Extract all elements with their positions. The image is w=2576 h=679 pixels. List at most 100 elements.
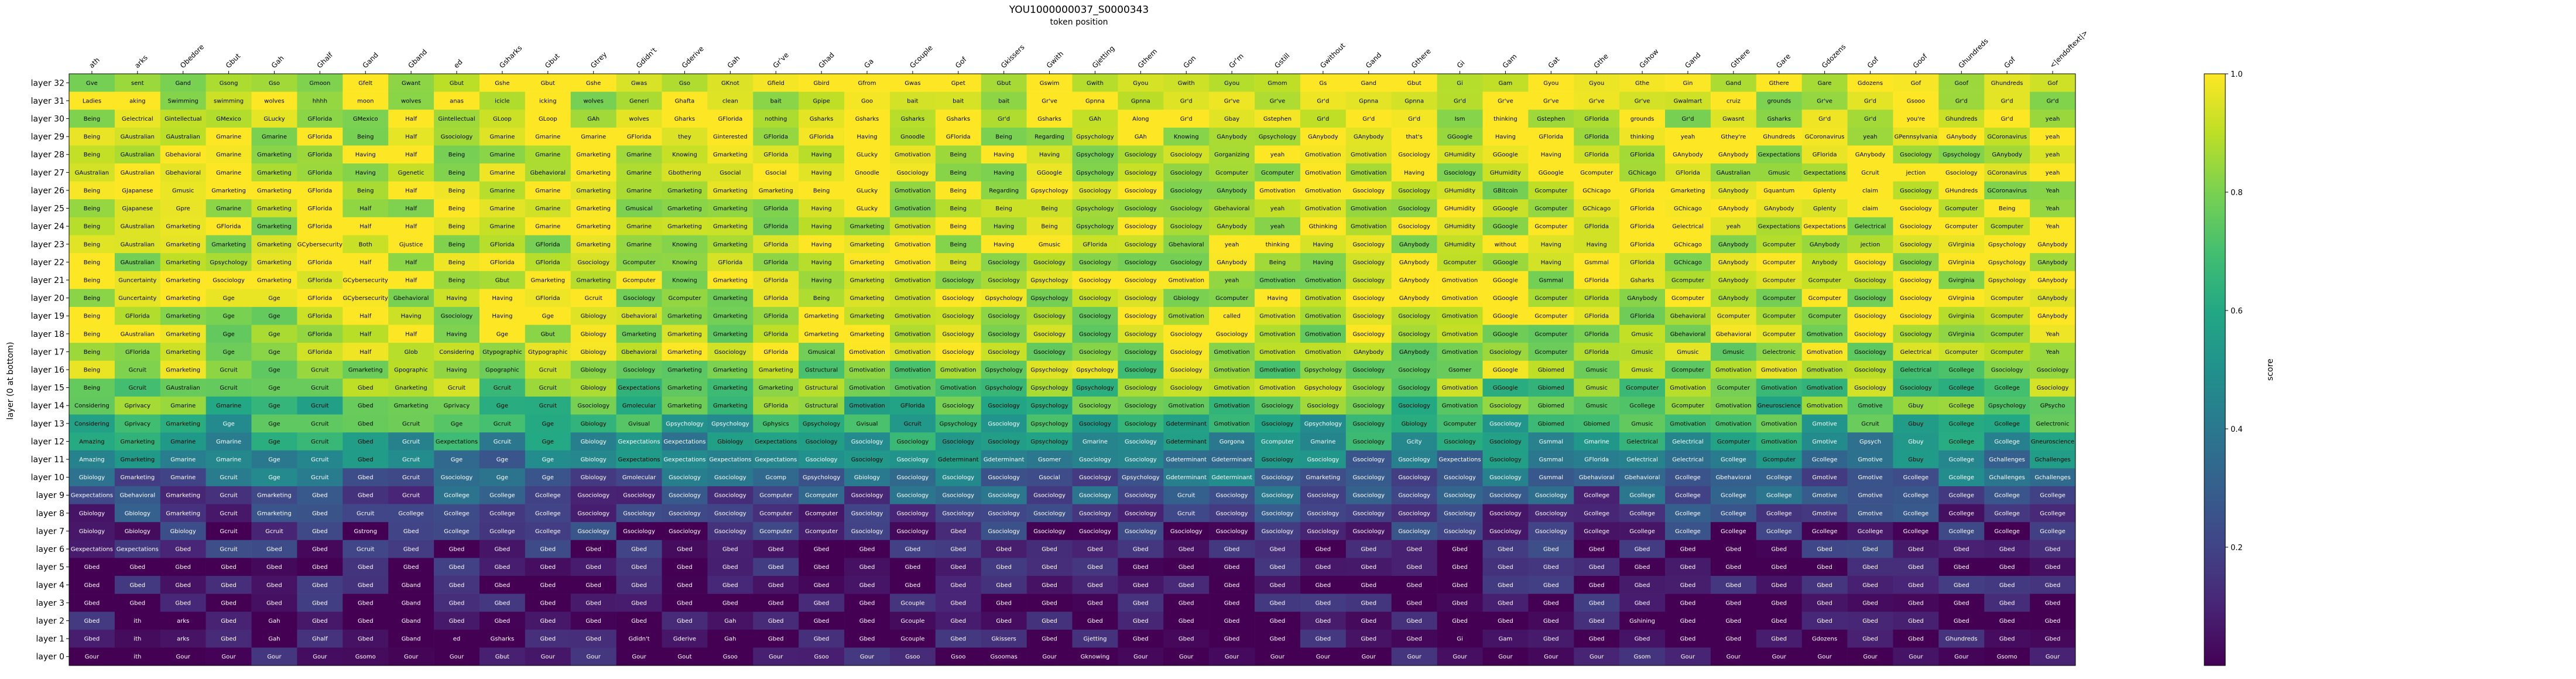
cell-label: GFlorida (763, 224, 788, 230)
cell-label: Gbed (1042, 582, 1057, 589)
cell-label: Gin (1683, 80, 1693, 87)
cell-label: Gr'd (2001, 116, 2013, 122)
cell-label: Gour (313, 654, 327, 660)
cell-label: Gexpectations (117, 547, 159, 553)
cell-label: Gcollege (1721, 510, 1746, 517)
cell-label: Gbed (1771, 600, 1787, 606)
heatmap-cell (160, 163, 206, 182)
cell-label: Gmarketing (257, 152, 292, 158)
cell-label: Gbed (312, 528, 328, 535)
cell-label: Gcomputer (1626, 385, 1659, 391)
y-tick-label: layer 5 (36, 563, 64, 572)
cell-label: Gsomo (355, 654, 376, 660)
cell-label: Gsociology (1125, 277, 1157, 284)
cell-label: GFlorida (763, 331, 788, 337)
cell-label: Gmarketing (1671, 187, 1705, 194)
cell-label: Gbed (1954, 582, 1969, 589)
cell-label: Gbehavioral (165, 152, 201, 158)
cell-label: Gge (268, 457, 280, 463)
cell-label: Gmotivation (895, 331, 931, 337)
cell-label: Gbiology (581, 385, 607, 391)
cell-label: GChicago (1582, 187, 1611, 194)
cell-label: GFlorida (307, 134, 332, 141)
heatmap-cell (799, 181, 845, 200)
cell-label: Gpsychology (1030, 385, 1068, 391)
heatmap-cell (434, 289, 480, 308)
cell-label: Gmotivation (1761, 439, 1797, 445)
cell-label: Gbed (768, 636, 784, 643)
cell-label: GAnybody (1855, 152, 1886, 158)
heatmap-cell (1938, 271, 1985, 289)
cell-label: Gmarine (626, 170, 652, 176)
heatmap-cell (616, 181, 662, 200)
cell-label: Gelectrical (1626, 439, 1658, 445)
heatmap-cell (1163, 289, 1210, 308)
heatmap-cell (1619, 199, 1666, 218)
cell-label: Gbed (1726, 636, 1742, 643)
cell-label: Gdeterminant (984, 457, 1025, 463)
heatmap-cell (1026, 199, 1073, 218)
cell-label: Gbed (1452, 547, 1468, 553)
cell-label: Gbed (221, 600, 237, 606)
cell-label: Gsociology (1352, 475, 1385, 481)
cell-label: Gge (222, 349, 234, 356)
cell-label: Gsociology (1489, 528, 1522, 535)
cell-label: Being (448, 260, 465, 266)
heatmap-cell (1984, 74, 2030, 92)
cell-label: Gbed (859, 564, 875, 571)
cell-label: Gbed (1817, 600, 1832, 606)
cell-label: Gbed (814, 582, 830, 589)
cell-label: GVirginia (1948, 331, 1975, 337)
cell-label: Gbiomed (1538, 367, 1564, 374)
cell-label: Being (84, 313, 100, 320)
cell-label: Gbed (1042, 547, 1057, 553)
cell-label: Gbed (722, 564, 738, 571)
cell-label: Gexpectations (1438, 457, 1481, 463)
heatmap-cell (434, 74, 480, 92)
heatmap-cells: Gve sent Gand Gsong Gso Gmoon Gfelt Gwant Gbut Gs… (68, 73, 2076, 666)
cell-label: Gcollege (1629, 528, 1655, 535)
cell-label: Being (950, 241, 967, 248)
cell-label: Gbiology (1402, 421, 1427, 427)
cell-label: Gband (402, 600, 421, 606)
heatmap-cell (434, 306, 480, 325)
heatmap-cell (616, 253, 662, 271)
cell-label: GChicago (1582, 206, 1611, 212)
heatmap-cell (205, 289, 252, 308)
cell-label: Gr'd (1864, 98, 1876, 104)
heatmap-cell (1756, 127, 1802, 146)
heatmap-cell (1163, 145, 1210, 164)
heatmap-cell (1801, 271, 1848, 289)
cell-label: Gbiology (581, 367, 607, 374)
y-tick-label: layer 21 (31, 276, 64, 285)
cell-label: GFlorida (763, 241, 788, 248)
cell-label: GAnybody (2037, 277, 2068, 284)
heatmap-cell (1209, 235, 1255, 254)
heatmap-cell (1118, 163, 1164, 182)
cell-label: Gge (496, 403, 508, 410)
cell-label: Gmarketing (667, 403, 702, 410)
heatmap-cell (525, 91, 571, 110)
cell-label: Having (857, 134, 877, 141)
cell-label: Gi (1457, 80, 1463, 87)
cell-label: Gbed (358, 457, 374, 463)
cell-label: Gsociology (1216, 331, 1248, 337)
cell-label: Gr've (1543, 98, 1559, 104)
heatmap-cell (297, 289, 343, 308)
cell-label: Gexpectations (71, 547, 113, 553)
cell-label: Along (1132, 116, 1149, 122)
cell-label: GFlorida (1584, 349, 1609, 356)
cell-label: Half (405, 224, 417, 230)
cell-label: Gmotivation (1670, 385, 1706, 391)
heatmap-cell (160, 235, 206, 254)
heatmap-cell (1984, 199, 2030, 218)
cell-label: Gmarine (489, 134, 515, 141)
cell-label: Gsociology (1854, 349, 1886, 356)
heatmap-cell (570, 253, 616, 271)
cell-label: Gcomputer (1717, 439, 1751, 445)
cell-label: GAnybody (1399, 241, 1430, 248)
cell-label: Gbed (1543, 582, 1559, 589)
cell-label: Gbed (312, 493, 328, 499)
heatmap-cell (570, 163, 616, 182)
cell-label: Gge (542, 457, 554, 463)
